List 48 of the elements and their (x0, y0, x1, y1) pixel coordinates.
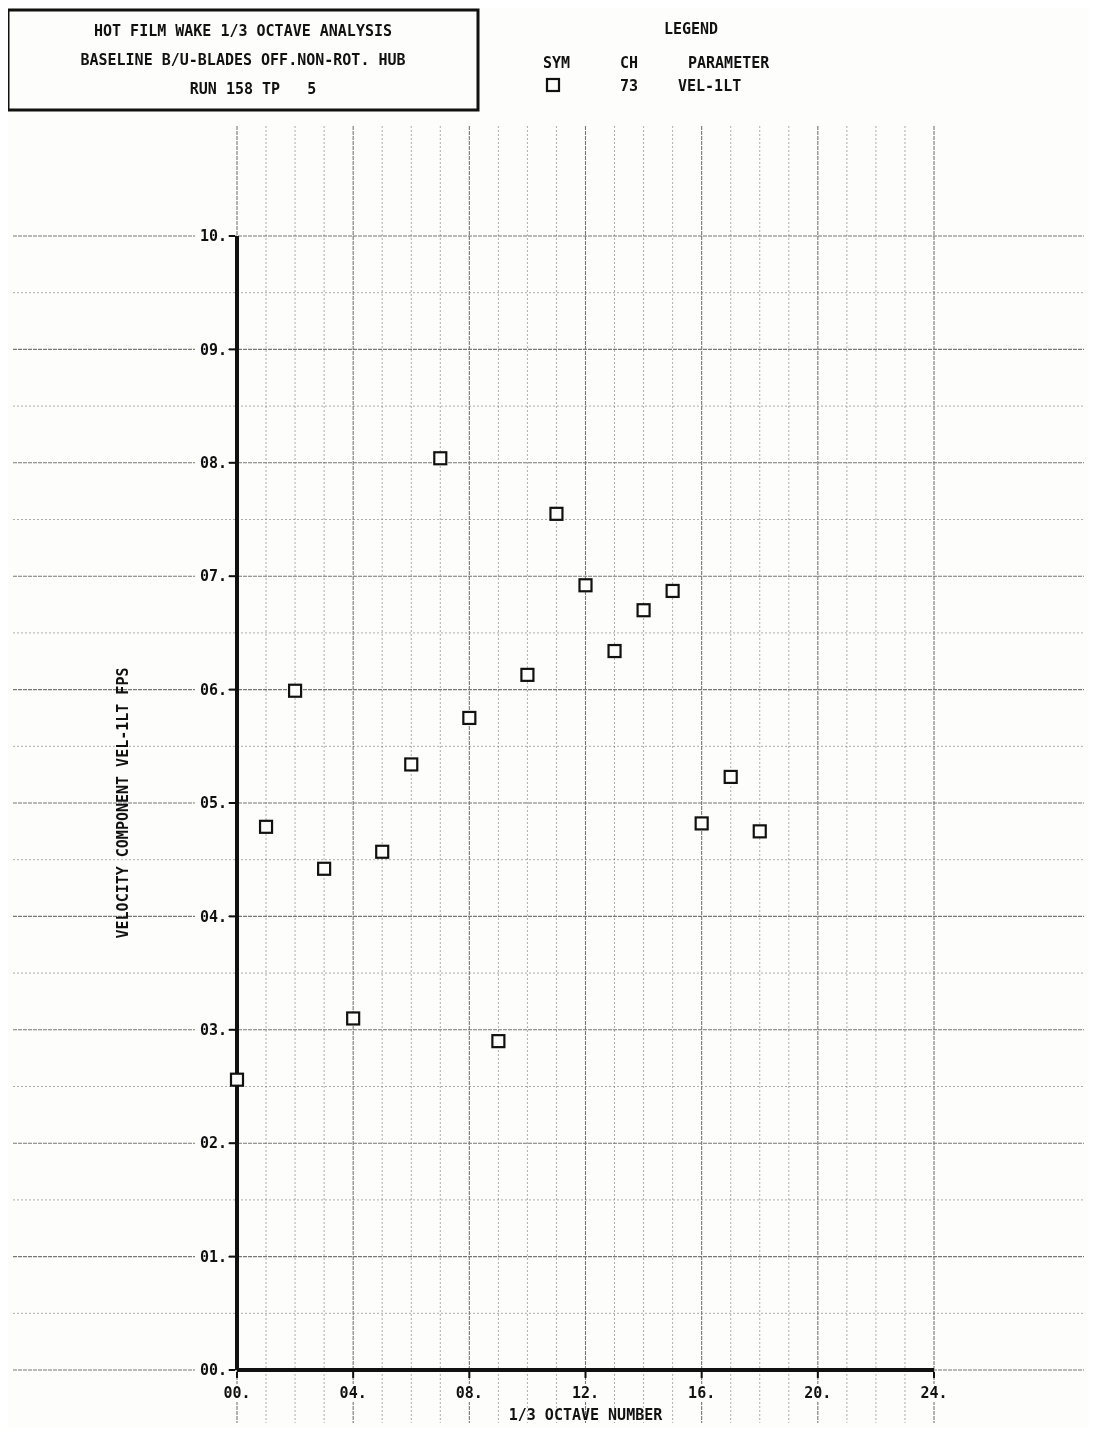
legend-title: LEGEND (663, 20, 719, 38)
text: PARAMETER (688, 54, 771, 72)
y-tick-label: 09. (199, 340, 227, 359)
point (607, 643, 622, 659)
y-tick-label: 00. (199, 1361, 227, 1380)
y-tick-label: 08. (199, 454, 227, 473)
point (287, 683, 303, 698)
point (578, 578, 593, 593)
x-tick-label: 16. (688, 1384, 716, 1402)
x-tick-label: 24. (920, 1384, 948, 1402)
chart-subtitle: BASELINE B/U-BLADES OFF.NON-ROT. HUB (80, 51, 406, 69)
text: SYM (543, 54, 571, 72)
x-tick-label: 00. (223, 1384, 251, 1402)
point (491, 1034, 506, 1049)
point (462, 710, 477, 726)
point (317, 861, 332, 876)
y-tick-label: 06. (199, 680, 227, 699)
x-tick-label: 08. (455, 1384, 483, 1402)
point (520, 667, 535, 682)
y-tick-label: 05. (199, 794, 227, 813)
point (258, 819, 274, 834)
y-tick-label: 03. (199, 1021, 227, 1040)
x-tick-label: 20. (804, 1384, 832, 1402)
chart-title: HOT FILM WAKE 1/3 OCTAVE ANALYSIS (93, 22, 393, 40)
point (433, 451, 448, 466)
y-tick-label: 10. (199, 227, 227, 246)
text: CH (620, 54, 639, 72)
y-tick-label: 02. (199, 1134, 227, 1153)
point (375, 844, 390, 859)
y-tick-label: 04. (199, 907, 227, 926)
point (636, 603, 651, 618)
point (665, 583, 680, 599)
text: 73 (620, 77, 639, 95)
x-axis-title: 1/3 OCTAVE NUMBER (508, 1406, 664, 1424)
text: RUN 158 TP 5 (189, 80, 317, 98)
point (723, 769, 738, 785)
x-tick-label: 04. (339, 1384, 367, 1402)
point (752, 824, 767, 839)
y-axis-title: VELOCITY COMPONENT VEL-1LT FPS (114, 667, 132, 939)
x-tick-label: 12. (571, 1384, 600, 1402)
y-tick-label: 07. (199, 567, 227, 586)
point (549, 506, 564, 521)
text: VEL-1LT (678, 77, 742, 95)
point (694, 816, 709, 831)
point (346, 1011, 361, 1026)
point (404, 757, 419, 772)
y-tick-label: 01. (199, 1247, 227, 1266)
point (229, 1072, 245, 1087)
